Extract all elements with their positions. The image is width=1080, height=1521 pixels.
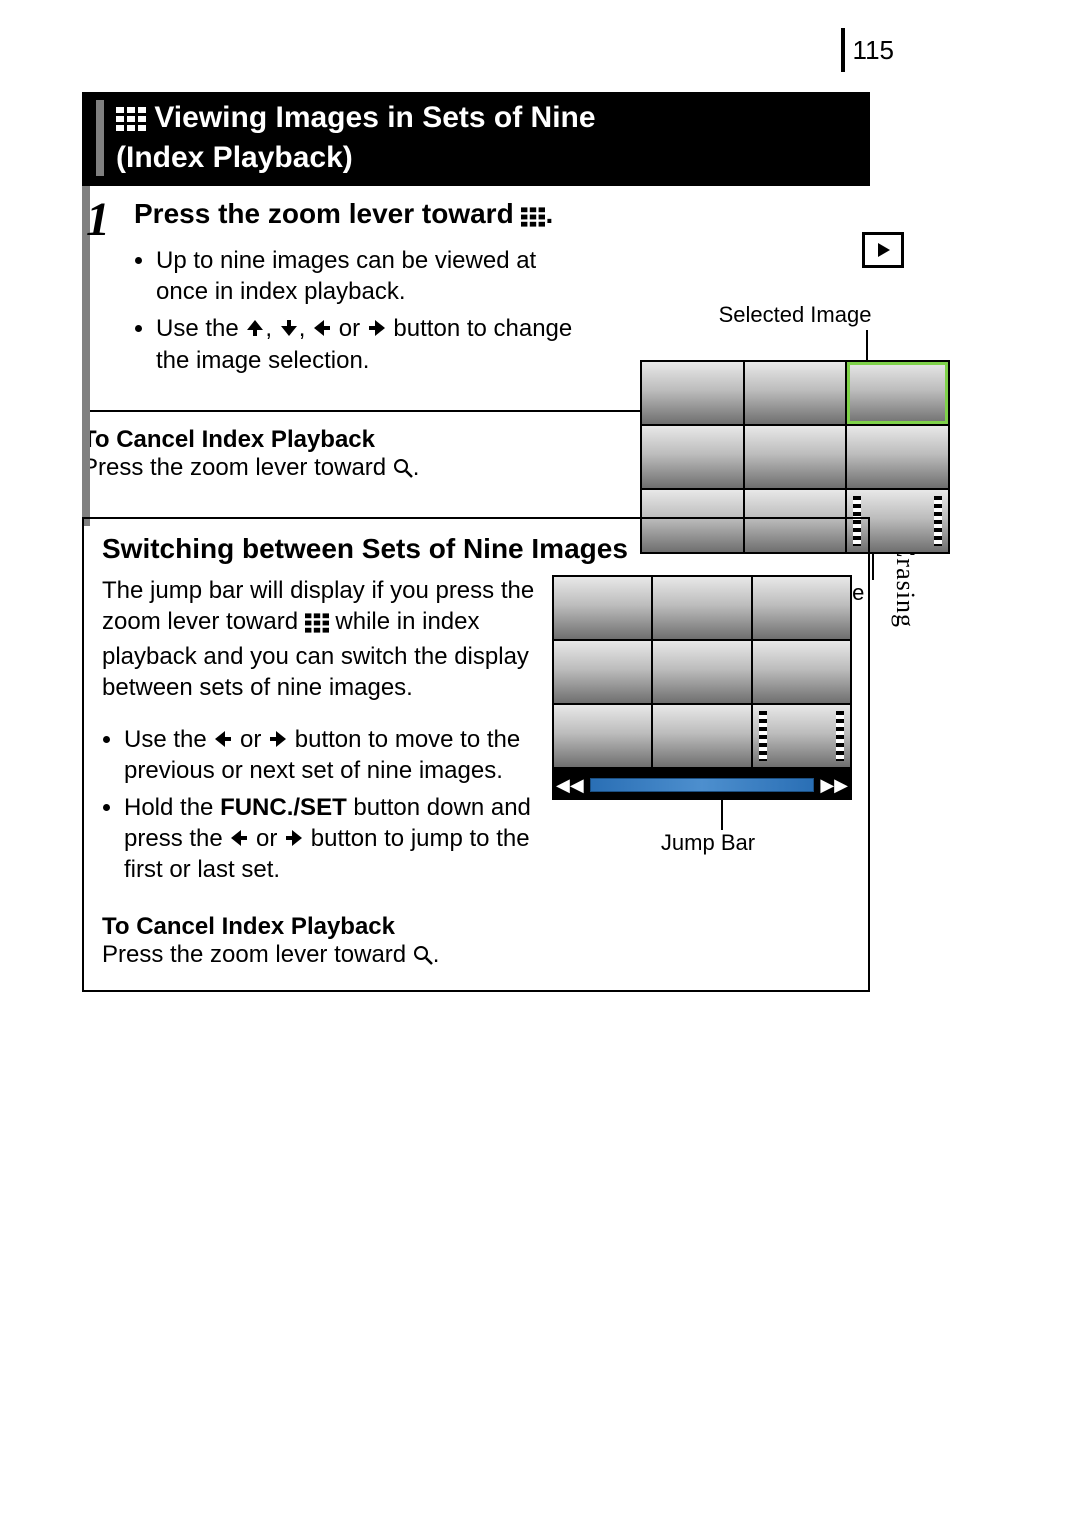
switching-sets-box: Switching between Sets of Nine Images Th…	[82, 517, 870, 993]
arrow-left-icon	[213, 729, 233, 749]
cancel-instructions-2: To Cancel Index Playback Press the zoom …	[102, 913, 850, 972]
thumbnail-selected	[847, 362, 948, 424]
jump-bar	[590, 778, 815, 792]
thumbnail	[753, 577, 850, 639]
thumbnail	[554, 705, 651, 767]
grid-icon	[305, 610, 329, 641]
step-number-column: 1	[82, 186, 134, 382]
arrow-right-icon	[367, 318, 387, 338]
cancel-post: .	[413, 454, 420, 481]
cancel-post: .	[433, 941, 440, 968]
leader-line	[872, 554, 874, 580]
jump-bar-row: ◀◀ ▶▶	[552, 769, 852, 800]
thumbnail	[745, 362, 846, 424]
thumbnail	[642, 362, 743, 424]
thumbnail	[847, 426, 948, 488]
bullet: Up to nine images can be viewed at once …	[156, 245, 586, 307]
thumbnail	[653, 705, 750, 767]
arrow-right-icon	[268, 729, 288, 749]
title-accent-bar	[96, 100, 104, 176]
arrow-down-icon	[279, 318, 299, 338]
funcset-label: FUNC./SET	[220, 794, 347, 821]
section-title: Viewing Images in Sets of Nine (Index Pl…	[116, 100, 856, 176]
page-number: 115	[853, 35, 894, 66]
cancel-heading: To Cancel Index Playback	[102, 913, 850, 941]
arrow-left-icon	[229, 828, 249, 848]
grid-icon	[521, 200, 545, 235]
section-title-band: Viewing Images in Sets of Nine (Index Pl…	[82, 92, 870, 186]
arrow-up-icon	[245, 318, 265, 338]
magnify-icon	[413, 944, 433, 972]
cancel-pre: Press the zoom lever toward	[82, 454, 393, 481]
step-number: 1	[82, 186, 134, 247]
bullet: Hold the FUNC./SET button down and press…	[124, 792, 564, 886]
thumbnail	[753, 641, 850, 703]
thumbnail-movie	[753, 705, 850, 767]
thumbnail	[653, 641, 750, 703]
title-line1: Viewing Images in Sets of Nine	[154, 101, 595, 134]
thumbnail	[745, 426, 846, 488]
page-number-rule: 115	[841, 28, 894, 72]
box-title: Switching between Sets of Nine Images	[102, 533, 850, 565]
figure-label-jumpbar: Jump Bar	[558, 830, 858, 856]
arrow-left-icon	[312, 318, 332, 338]
figure-label-selected: Selected Image	[640, 302, 950, 328]
cancel-pre: Press the zoom lever toward	[102, 941, 413, 968]
jump-next-icon: ▶▶	[820, 775, 848, 796]
step-heading-pre: Press the zoom lever toward	[134, 198, 521, 229]
step-heading-post: .	[545, 198, 553, 229]
thumbnail	[554, 641, 651, 703]
jump-prev-icon: ◀◀	[556, 775, 584, 796]
grid-icon	[116, 104, 146, 140]
arrow-right-icon	[284, 828, 304, 848]
step-heading: Press the zoom lever toward .	[134, 196, 870, 235]
page-content: Viewing Images in Sets of Nine (Index Pl…	[82, 92, 870, 992]
bullet: Use the or button to move to the previou…	[124, 724, 564, 786]
playback-mode-icon	[862, 232, 904, 268]
bullet: Use the , , or button to change the imag…	[156, 313, 586, 375]
figure-jump-bar: ◀◀ ▶▶ Jump Bar	[552, 575, 852, 856]
magnify-icon	[393, 457, 413, 485]
leader-line	[721, 800, 723, 830]
leader-line	[866, 330, 868, 360]
thumbnail	[653, 577, 750, 639]
box-paragraph: The jump bar will display if you press t…	[102, 575, 542, 704]
title-line2: (Index Playback)	[116, 141, 353, 174]
thumbnail-grid	[552, 575, 852, 769]
thumbnail	[554, 577, 651, 639]
thumbnail	[642, 426, 743, 488]
cancel-text: Press the zoom lever toward .	[102, 941, 850, 972]
